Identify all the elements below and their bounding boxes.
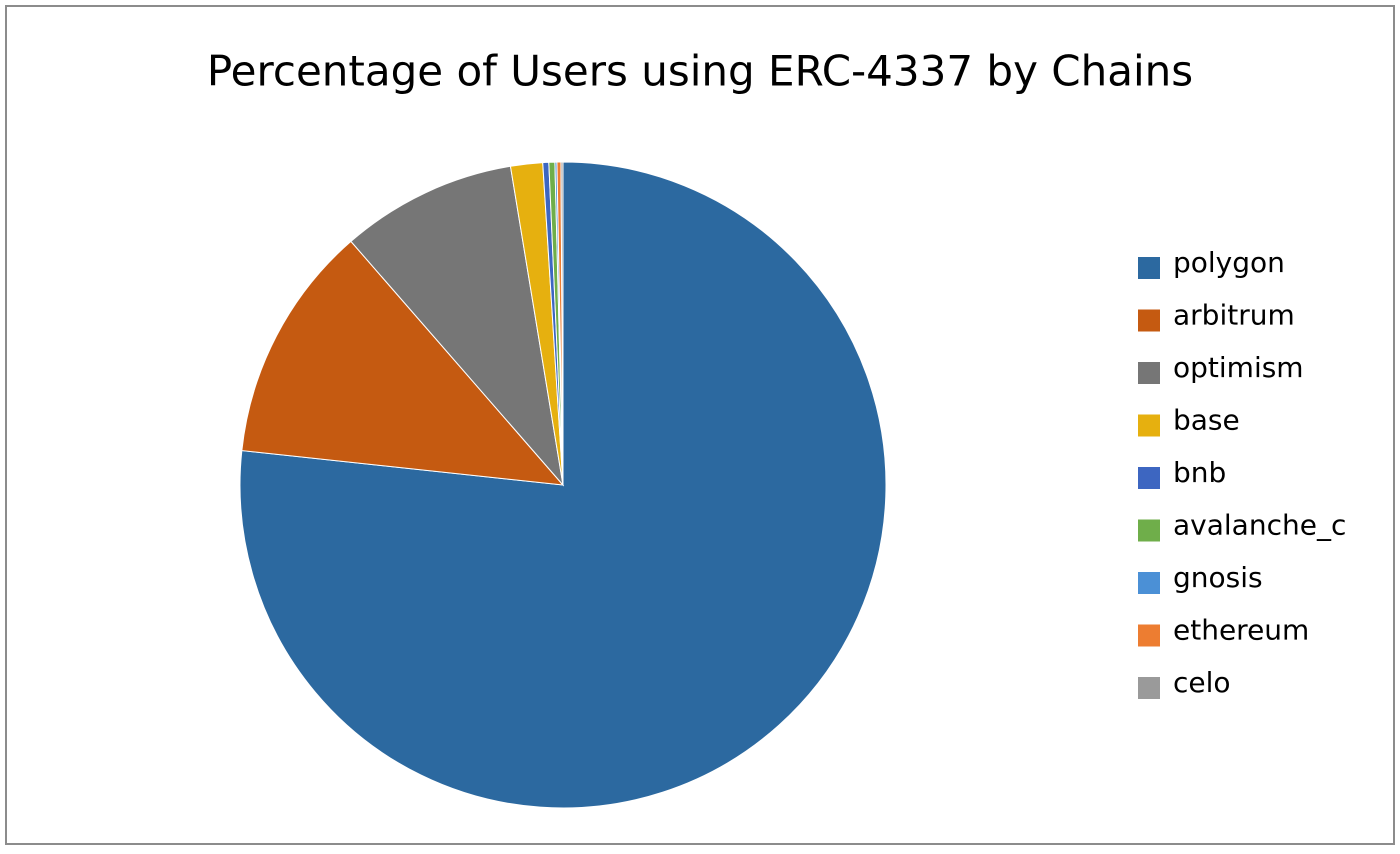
legend-swatch (1138, 257, 1160, 279)
legend-swatch (1138, 519, 1160, 542)
legend-label: optimism (1173, 351, 1304, 384)
pie-slice (241, 240, 565, 486)
legend-label: ethereum (1173, 614, 1309, 647)
legend-label: celo (1173, 666, 1231, 699)
pie-slice (350, 165, 564, 487)
legend-swatch (1138, 677, 1160, 699)
legend-label: bnb (1173, 456, 1226, 489)
legend-swatch (1138, 362, 1160, 384)
legend-swatch (1138, 572, 1160, 594)
legend-swatch (1138, 309, 1160, 332)
legend-swatch (1138, 467, 1160, 489)
pie-slice (560, 161, 564, 486)
legend-label: base (1173, 404, 1240, 437)
chart-title: Percentage of Users using ERC-4337 by Ch… (207, 47, 1193, 96)
legend-label: polygon (1173, 246, 1285, 279)
legend-label: arbitrum (1173, 299, 1295, 332)
legend-label: avalanche_c (1173, 509, 1346, 542)
legend-swatch (1138, 624, 1160, 647)
legend-swatch (1138, 414, 1160, 437)
legend-label: gnosis (1173, 561, 1263, 594)
